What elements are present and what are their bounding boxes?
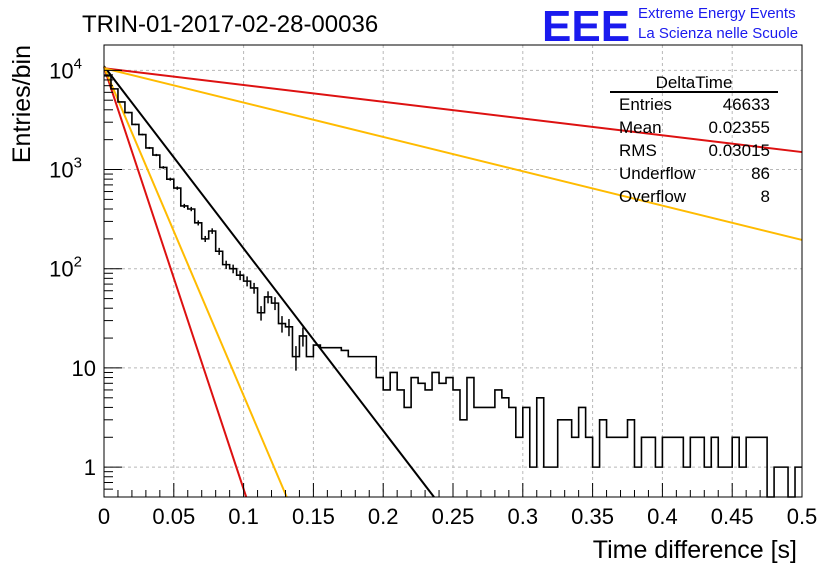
logo-line-2: La Scienza nelle Scuole [638,25,798,42]
fit-curve [103,67,803,154]
x-tick-label: 0.2 [368,504,399,529]
x-axis-label: Time difference [s] [593,536,797,564]
stats-label: Entries [619,95,672,114]
y-tick-label: 104 [49,55,82,83]
fit-curve [103,65,435,498]
stats-title: DeltaTime [656,73,733,92]
stats-value: 8 [761,187,770,206]
eee-logo-mark: EEE [542,2,630,51]
x-tick-label: 0.45 [711,504,754,529]
x-tick-label: 0.05 [152,504,195,529]
stats-value: 86 [751,164,770,183]
stats-label: Underflow [619,164,696,183]
x-tick-label: 0.25 [432,504,475,529]
fit-curve [103,66,248,498]
y-tick-label: 103 [49,155,82,183]
x-tick-label: 0.4 [647,504,678,529]
stats-label: RMS [619,141,657,160]
fit-curve [103,67,803,241]
eee-logo: EEE Extreme Energy Events La Scienza nel… [542,2,798,51]
stats-value: 0.02355 [709,118,770,137]
y-tick-label: 10 [72,356,96,381]
y-tick-label: 1 [84,455,96,480]
stats-box: DeltaTime Entries 46633 Mean 0.02355 RMS 0.03… [610,73,778,206]
x-axis-ticks: 0 0.05 0.1 0.15 0.2 0.25 0.3 0.35 0.4 0.45 0.5 [98,483,817,529]
y-axis-ticks: 1 10 102 103 104 [49,55,122,490]
x-tick-label: 0 [98,504,110,529]
histogram [104,75,802,498]
y-tick-label: 102 [49,254,82,282]
chart-title: TRIN-01-2017-02-28-00036 [82,11,378,38]
grid [104,45,802,497]
x-tick-label: 0.15 [292,504,335,529]
stats-value: 0.03015 [709,141,770,160]
x-tick-label: 0.35 [571,504,614,529]
x-tick-label: 0.3 [508,504,539,529]
fit-curves [103,65,803,498]
x-tick-label: 0.1 [228,504,259,529]
stats-label: Overflow [619,187,687,206]
stats-value: 46633 [723,95,770,114]
stats-label: Mean [619,118,662,137]
histogram-line [104,75,802,498]
logo-line-1: Extreme Energy Events [638,5,796,22]
fit-curve [103,66,288,498]
y-axis-label: Entries/bin [8,45,36,163]
x-tick-label: 0.5 [787,504,818,529]
